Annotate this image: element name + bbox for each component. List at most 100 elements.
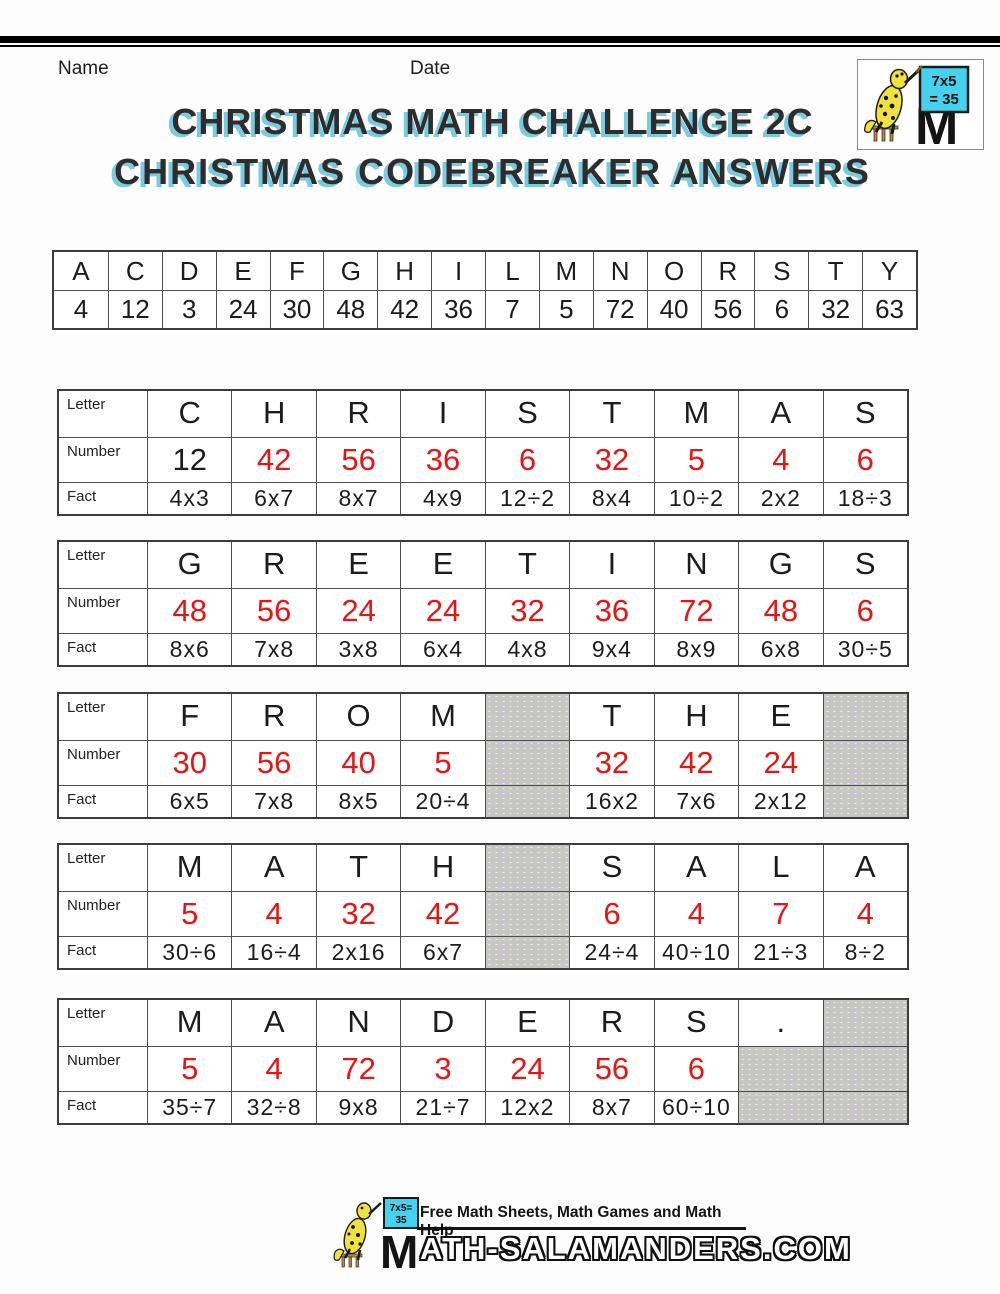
letter-cell: N: [653, 542, 738, 588]
letter-cell: I: [400, 391, 484, 437]
number-cell: 7: [738, 891, 823, 936]
fact-cell: 30÷5: [822, 633, 907, 665]
letter-cell: E: [315, 542, 400, 588]
letter-cell: T: [484, 542, 569, 588]
number-cell: 56: [231, 588, 316, 633]
letter-cell: M: [653, 391, 738, 437]
letter-cell: S: [569, 845, 653, 891]
fact-cell: 6x4: [400, 633, 485, 665]
fact-cell: 12x2: [484, 1091, 570, 1123]
salamander-logo-box: M 7x5 = 35: [857, 59, 984, 156]
number-cell: 5: [147, 891, 232, 936]
key-table: A C D E F G H I L M N O R S T Y 4 12 3 24 30 48 42 36 7 5 72 40 56 6 3…: [52, 250, 918, 330]
fact-cell: 60÷10: [653, 1091, 739, 1123]
letter-cell: [822, 694, 907, 740]
number-cell: 5: [400, 740, 485, 785]
row-label: Letter: [67, 1005, 106, 1022]
fact-cell: [822, 785, 907, 817]
fact-cell: [738, 1091, 823, 1123]
salamander-logo-icon: M 7x5 = 35: [864, 65, 970, 156]
key-number-cell: 40: [646, 290, 701, 328]
key-letter-cell: S: [754, 252, 808, 290]
number-cell: 32: [315, 891, 401, 936]
row-label: Number: [59, 740, 147, 785]
fact-cell: 8x4: [569, 482, 654, 514]
number-cell: 4: [822, 891, 907, 936]
letter-cell: A: [822, 845, 907, 891]
number-cell: 4: [231, 891, 316, 936]
top-rule-thin: [0, 45, 1000, 47]
letter-cell: S: [653, 1000, 738, 1046]
number-cell: 36: [569, 588, 654, 633]
number-cell: 6: [822, 588, 907, 633]
fact-cell: 30÷6: [147, 936, 232, 968]
number-cell: [738, 1046, 823, 1091]
key-letter-cell: M: [538, 252, 593, 290]
key-letter-cell: Y: [862, 252, 916, 290]
number-cell: 32: [484, 588, 570, 633]
key-letter-cell: L: [485, 252, 539, 290]
row-label: Fact: [59, 482, 147, 514]
number-cell: [822, 1046, 907, 1091]
number-cell: 4: [231, 1046, 316, 1091]
letter-cell: R: [569, 1000, 653, 1046]
fact-cell: 8÷2: [822, 936, 907, 968]
number-cell: 56: [569, 1046, 654, 1091]
number-cell: 24: [738, 740, 823, 785]
number-cell: 48: [147, 588, 232, 633]
row-label: Fact: [59, 633, 147, 665]
number-cell: 24: [400, 588, 485, 633]
number-cell: 30: [147, 740, 232, 785]
fact-cell: 21÷3: [738, 936, 823, 968]
row-label: Letter: [67, 699, 106, 716]
letter-cell: A: [231, 1000, 315, 1046]
key-number-cell: 4: [54, 290, 108, 328]
row-label: Letter: [67, 547, 106, 564]
key-number-cell: 24: [215, 290, 270, 328]
letter-cell: C: [147, 391, 231, 437]
fact-cell: 3x8: [315, 633, 401, 665]
fact-cell: 20÷4: [400, 785, 485, 817]
number-cell: 5: [653, 437, 739, 482]
number-cell: 56: [231, 740, 316, 785]
letter-cell: [484, 845, 570, 891]
number-cell: [484, 891, 570, 936]
letter-cell: N: [315, 1000, 400, 1046]
letter-cell: R: [231, 542, 315, 588]
number-cell: 36: [400, 437, 485, 482]
fact-cell: 6x7: [231, 482, 316, 514]
letter-cell: G: [738, 542, 822, 588]
letter-cell: G: [147, 542, 231, 588]
fact-cell: 6x7: [400, 936, 485, 968]
key-number-cell: 6: [754, 290, 809, 328]
row-label: Number: [59, 588, 147, 633]
fact-cell: 2x2: [738, 482, 823, 514]
key-letter-cell: C: [107, 252, 162, 290]
letter-cell: M: [147, 1000, 231, 1046]
number-cell: 48: [738, 588, 823, 633]
key-number-cell: 72: [592, 290, 647, 328]
letter-cell: .: [738, 1000, 822, 1046]
svg-text:7x5=: 7x5=: [390, 1203, 413, 1214]
key-letter-cell: E: [215, 252, 270, 290]
number-cell: 6: [822, 437, 907, 482]
footer-salamander-icon: M 7x5= 35: [333, 1197, 419, 1278]
key-number-cell: 12: [107, 290, 162, 328]
letter-cell: [484, 694, 570, 740]
letter-cell: I: [569, 542, 653, 588]
worksheet-title-line1: CHRISTMAS MATH CHALLENGE 2C: [171, 101, 814, 142]
fact-cell: 6x5: [147, 785, 232, 817]
key-number-cell: 32: [808, 290, 863, 328]
letter-cell: H: [653, 694, 738, 740]
fact-cell: 2x12: [738, 785, 823, 817]
row-label: Number: [59, 1046, 147, 1091]
letter-cell: A: [653, 845, 738, 891]
fact-cell: 2x16: [315, 936, 401, 968]
key-number-cell: 56: [700, 290, 755, 328]
letter-cell: T: [315, 845, 400, 891]
key-letter-cell: N: [592, 252, 647, 290]
fact-cell: 4x9: [400, 482, 485, 514]
footer-tagline: Free Math Sheets, Math Games and Math He…: [420, 1204, 722, 1239]
row-label: Number: [59, 891, 147, 936]
